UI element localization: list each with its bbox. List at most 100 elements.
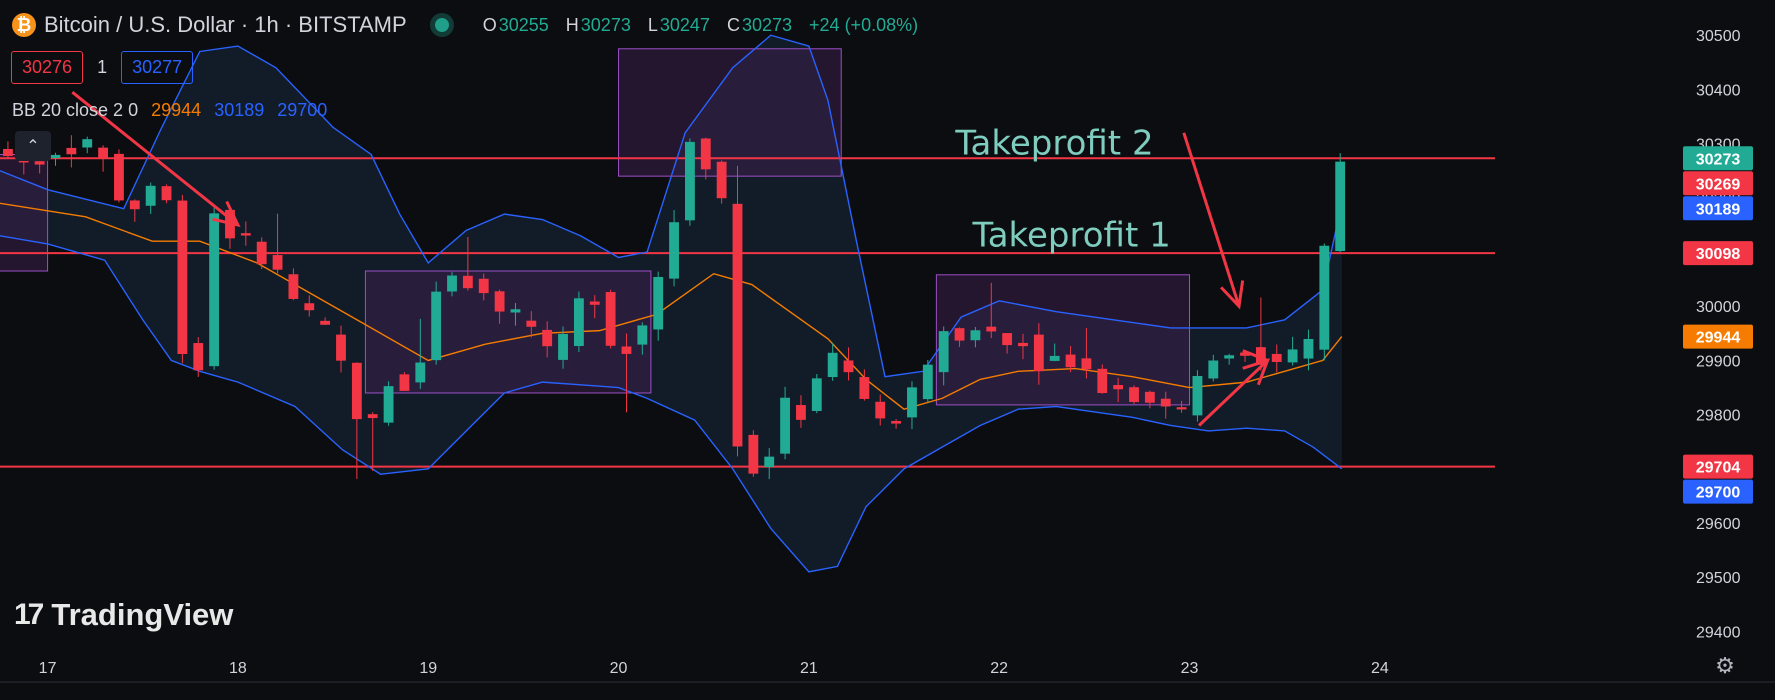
ohlc-values: O 30255 H 30273 L 30247 C 30273 +24 (+0.08%) [483,15,930,36]
price-tag-label: 29944 [1696,330,1741,347]
candle-body [1160,398,1171,407]
candle-body [621,346,632,354]
y-tick-label: 30000 [1696,299,1741,316]
candle [1129,385,1139,405]
candle [922,360,933,403]
candle-body [653,276,664,330]
candle [1240,352,1250,362]
candle [431,281,442,365]
y-tick-label: 29500 [1696,570,1741,587]
arrow-head-1 [212,200,241,228]
candle [796,395,806,428]
candle-body [1192,376,1203,416]
candle-body [129,200,140,210]
candle-body [193,343,204,371]
y-tick-label: 30400 [1696,82,1741,99]
candle-body [177,200,188,354]
candle-body [1002,333,1013,346]
candle [1002,333,1013,354]
candle [256,237,267,270]
tradingview-logo-text: TradingView [51,597,234,632]
candle [1224,353,1235,365]
x-tick-label: 21 [800,660,818,677]
candle [986,282,997,339]
annotation-takeprofit-2: Takeprofit 2 [954,123,1153,163]
candle-body [1271,353,1282,362]
candle [415,318,426,389]
indicator-upper-value: 30189 [214,100,265,120]
x-tick-label: 24 [1371,660,1389,677]
candle [1065,346,1076,373]
arrow-head-2 [1220,280,1245,310]
candle-body [50,154,61,159]
candle [209,207,220,370]
candle-body [589,301,600,305]
candle [98,145,109,172]
candle [764,448,775,480]
close-value: 30273 [741,14,793,35]
arrow-line-1 [71,90,239,227]
candle-body [336,334,346,361]
candle [1208,354,1219,382]
candle-body [34,161,45,165]
candle [240,221,251,246]
collapse-legend-button[interactable]: ⌃ [15,131,51,161]
candle-body [891,420,902,424]
indicator-label: BB 20 close 2 0 [12,100,139,120]
candle-body [320,320,331,325]
candle-body [526,320,537,327]
candle-body [1303,338,1314,359]
candle [351,362,362,479]
candle-body [811,378,822,411]
candle [621,333,632,413]
low-value: 30247 [659,14,710,35]
candle-body [938,331,949,373]
candle [494,289,505,324]
candle-body [1319,245,1330,350]
bollinger-lower-line [0,235,1343,573]
candle-body [114,153,124,201]
candle [1176,400,1187,413]
candle [1049,343,1060,362]
candle-body [209,213,220,367]
candle [1113,377,1124,403]
high-key: H [565,14,579,35]
candle-body [907,387,917,418]
bollinger-upper-line [0,34,1343,378]
candle [1081,328,1092,379]
sell-button[interactable]: 30276 [11,51,84,84]
candle-body [827,352,838,378]
candle [875,394,886,426]
candle [637,322,648,355]
candle-body [82,139,93,148]
symbol-title[interactable]: Bitcoin / U.S. Dollar · 1h · BITSTAMP [44,12,407,37]
candle [82,136,93,154]
settings-gear-icon[interactable]: ⚙ [1715,653,1735,678]
candle-body [764,456,775,468]
candle-body [1049,355,1060,361]
candle [193,337,204,377]
candle-body [843,360,854,373]
candle [1018,333,1028,360]
tradingview-mark-icon: 17 [14,598,44,631]
candle [859,369,870,401]
candle [161,184,172,204]
price-tag-bg [1683,196,1753,221]
candle [827,343,838,381]
candle-body [351,362,362,420]
candle-body [1255,347,1266,365]
indicator-lower-value: 29700 [277,100,328,120]
close-key: C [726,14,740,35]
candle-body [510,309,521,313]
buy-button[interactable]: 30277 [121,51,194,84]
candle-body [1065,354,1076,368]
candle-body [272,255,283,270]
zone-box-2 [364,270,652,394]
candle-body [288,274,299,299]
indicator-legend[interactable]: BB 20 close 2 0 29944 30189 29700 [12,100,335,121]
candle [938,326,949,386]
candle [1033,323,1044,385]
x-tick-label: 20 [610,660,628,677]
candle [1192,370,1203,422]
